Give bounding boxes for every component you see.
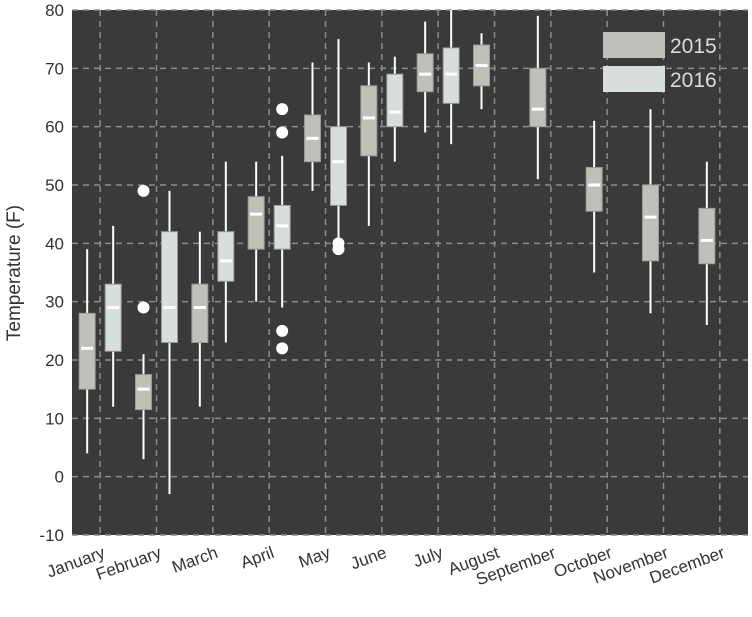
- x-tick-label: June: [348, 543, 389, 573]
- x-tick-label: May: [296, 543, 333, 572]
- box-iqr: [642, 184, 659, 262]
- box-iqr: [698, 207, 716, 265]
- outlier-point: [137, 184, 150, 197]
- box-iqr: [247, 196, 265, 250]
- box-iqr: [217, 231, 235, 282]
- y-tick-label: 80: [45, 1, 64, 20]
- y-tick-label: 30: [45, 293, 64, 312]
- legend-swatch: [603, 66, 665, 92]
- outlier-point: [276, 103, 289, 116]
- legend-label: 2016: [670, 69, 717, 92]
- box-iqr: [360, 85, 378, 157]
- y-tick-label: 50: [45, 176, 64, 195]
- x-tick-label: July: [411, 543, 446, 571]
- outlier-point: [276, 126, 289, 139]
- legend-swatch: [603, 32, 665, 58]
- y-tick-label: 20: [45, 351, 64, 370]
- y-tick-label: 10: [45, 409, 64, 428]
- outlier-point: [332, 237, 345, 250]
- outlier-point: [276, 324, 289, 337]
- box-iqr: [161, 231, 178, 344]
- x-tick-label: February: [93, 543, 164, 584]
- outlier-point: [137, 301, 150, 314]
- box-iqr: [529, 67, 547, 128]
- x-tick-label: March: [169, 543, 220, 577]
- box-iqr: [78, 312, 96, 390]
- y-tick-label: 70: [45, 59, 64, 78]
- box-iqr: [330, 126, 347, 206]
- y-tick-label: -10: [39, 526, 64, 545]
- y-tick-label: 60: [45, 118, 64, 137]
- x-tick-label: April: [238, 543, 276, 572]
- plot-area-background: [72, 10, 748, 535]
- box-iqr: [104, 283, 122, 352]
- outlier-point: [276, 342, 289, 355]
- legend: 2015 2016: [603, 32, 717, 92]
- legend-label: 2015: [670, 35, 717, 58]
- y-tick-label: 0: [55, 468, 64, 487]
- y-axis-label: Temperature (F): [4, 205, 25, 341]
- box-iqr: [135, 374, 152, 411]
- box-iqr: [585, 167, 603, 212]
- box-iqr: [191, 283, 209, 343]
- box-series: [78, 10, 716, 495]
- box-iqr: [386, 73, 404, 128]
- y-tick-label: 40: [45, 234, 64, 253]
